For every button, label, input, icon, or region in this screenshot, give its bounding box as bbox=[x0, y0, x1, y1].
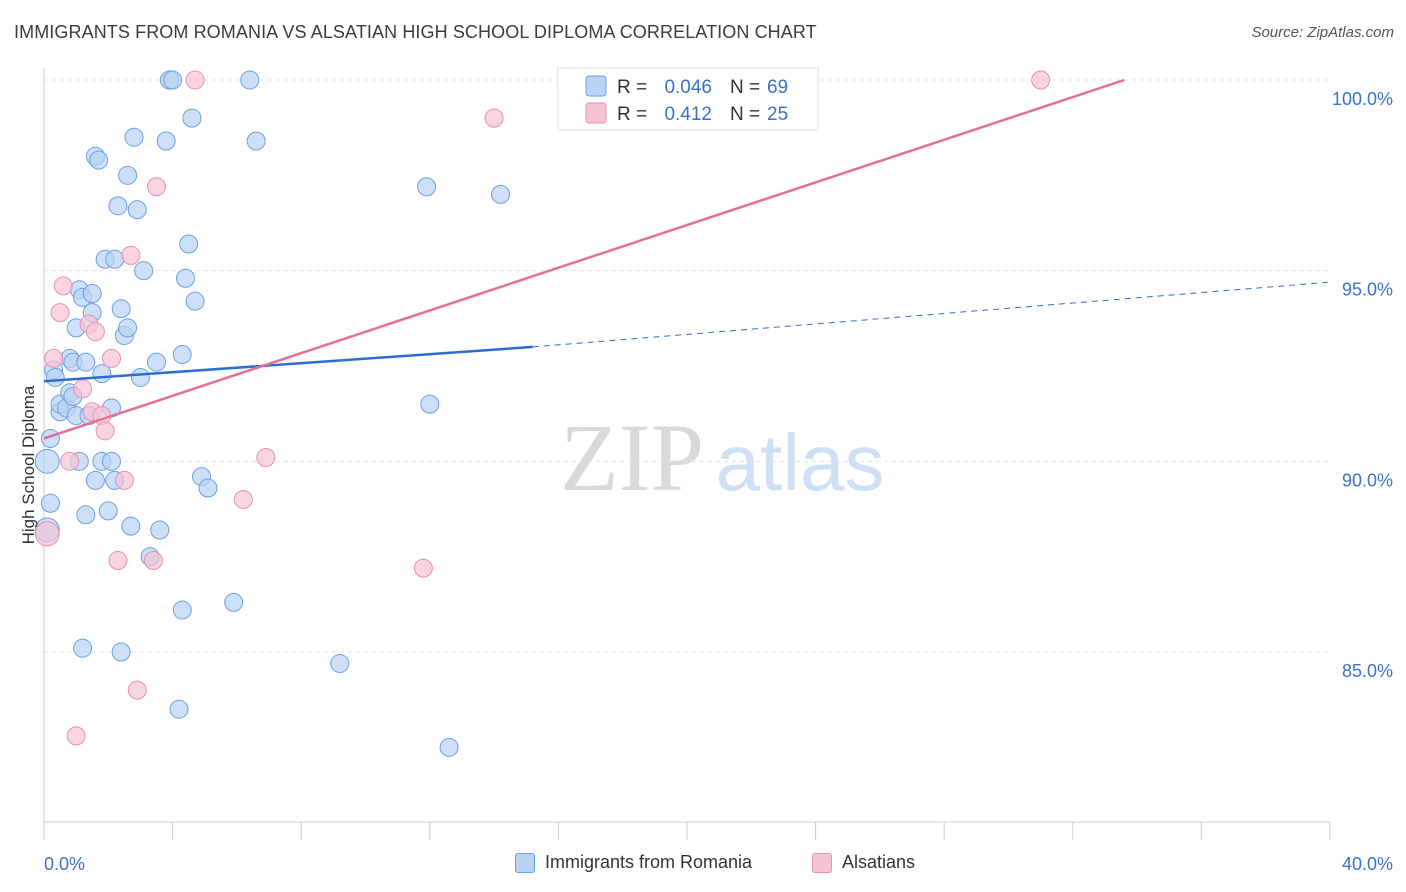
point-alsatian bbox=[53, 276, 73, 296]
point-romania bbox=[172, 345, 192, 365]
y-axis-title-wrap: High School Diploma bbox=[14, 320, 44, 620]
point-romania bbox=[156, 131, 176, 151]
point-romania bbox=[92, 364, 112, 384]
point-alsatian bbox=[95, 421, 115, 441]
legend-r-value: 0.046 bbox=[664, 77, 712, 98]
point-romania bbox=[179, 234, 199, 254]
point-romania bbox=[98, 501, 118, 521]
point-romania bbox=[330, 653, 350, 673]
point-alsatian bbox=[484, 108, 504, 128]
point-romania bbox=[417, 177, 437, 197]
source-label: Source: ZipAtlas.com bbox=[1251, 24, 1394, 41]
point-alsatian bbox=[50, 303, 70, 323]
watermark-zip: ZIP bbox=[560, 404, 704, 511]
point-alsatian bbox=[44, 348, 64, 368]
legend-item-romania[interactable]: Immigrants from Romania bbox=[515, 852, 752, 873]
legend-swatch-pink bbox=[812, 852, 832, 873]
point-romania bbox=[175, 268, 195, 288]
point-romania bbox=[73, 638, 93, 658]
bottom-legend: Immigrants from Romania Alsatians bbox=[0, 852, 1406, 878]
trendline-alsatians bbox=[43, 78, 1125, 440]
point-romania bbox=[198, 478, 218, 498]
point-romania bbox=[105, 249, 125, 269]
point-romania bbox=[89, 150, 109, 170]
point-romania bbox=[172, 600, 192, 620]
legend-swatch-blue bbox=[515, 852, 535, 873]
point-romania bbox=[130, 367, 150, 387]
legend-r-label: R = bbox=[617, 77, 647, 98]
y-tick-label: 90.0% bbox=[1342, 470, 1393, 490]
point-romania bbox=[182, 108, 202, 128]
point-alsatian bbox=[73, 379, 93, 399]
y-axis-title: High School Diploma bbox=[19, 385, 38, 545]
legend-r-value: 0.412 bbox=[664, 104, 712, 125]
watermark-atlas: atlas bbox=[716, 418, 885, 507]
legend-n-value: 25 bbox=[767, 104, 788, 125]
legend-swatch bbox=[585, 75, 607, 97]
point-alsatian bbox=[233, 489, 253, 509]
point-alsatian bbox=[66, 726, 86, 746]
legend-n-label: N = bbox=[730, 104, 760, 125]
point-romania bbox=[147, 352, 167, 372]
point-romania bbox=[163, 70, 183, 90]
point-romania bbox=[34, 448, 60, 474]
point-romania bbox=[134, 261, 154, 281]
point-romania bbox=[111, 299, 131, 319]
point-romania bbox=[224, 592, 244, 612]
y-tick-label: 85.0% bbox=[1342, 661, 1393, 681]
point-romania bbox=[124, 127, 144, 147]
legend-label-romania: Immigrants from Romania bbox=[545, 852, 753, 872]
point-romania bbox=[85, 470, 105, 490]
point-alsatian bbox=[147, 177, 167, 197]
legend-r-label: R = bbox=[617, 104, 647, 125]
y-tick-label: 100.0% bbox=[1332, 89, 1393, 109]
y-tick-label: 95.0% bbox=[1342, 280, 1393, 300]
point-romania bbox=[246, 131, 266, 151]
point-alsatian bbox=[121, 245, 141, 265]
point-romania bbox=[185, 291, 205, 311]
point-romania bbox=[108, 196, 128, 216]
legend-n-label: N = bbox=[730, 77, 760, 98]
point-alsatian bbox=[108, 550, 128, 570]
point-romania bbox=[82, 284, 102, 304]
point-romania bbox=[420, 394, 440, 414]
point-alsatian bbox=[102, 348, 122, 368]
point-alsatian bbox=[143, 550, 163, 570]
trendline-romania bbox=[43, 345, 533, 383]
point-alsatian bbox=[256, 448, 276, 468]
point-romania bbox=[111, 642, 131, 662]
point-alsatian bbox=[85, 322, 105, 342]
point-romania bbox=[118, 318, 138, 338]
point-romania bbox=[240, 70, 260, 90]
point-alsatian bbox=[1031, 70, 1051, 90]
point-romania bbox=[102, 451, 122, 471]
point-alsatian bbox=[34, 521, 60, 547]
trendline-romania-extension bbox=[532, 281, 1331, 348]
point-romania bbox=[150, 520, 170, 540]
point-alsatian bbox=[127, 680, 147, 700]
point-alsatian bbox=[114, 470, 134, 490]
x-tick-label-max: 40.0% bbox=[1342, 854, 1393, 874]
point-romania bbox=[76, 352, 96, 372]
point-romania bbox=[121, 516, 141, 536]
point-romania bbox=[118, 165, 138, 185]
point-romania bbox=[439, 737, 459, 757]
point-romania bbox=[127, 200, 147, 220]
point-romania bbox=[169, 699, 189, 719]
legend-swatch bbox=[585, 102, 607, 124]
point-romania bbox=[491, 184, 511, 204]
legend-n-value: 69 bbox=[767, 77, 788, 98]
point-alsatian bbox=[185, 70, 205, 90]
point-romania bbox=[45, 367, 65, 387]
chart-title: IMMIGRANTS FROM ROMANIA VS ALSATIAN HIGH… bbox=[14, 22, 817, 42]
legend-item-alsatians[interactable]: Alsatians bbox=[812, 852, 915, 873]
x-tick-label-min: 0.0% bbox=[44, 854, 85, 874]
point-romania bbox=[40, 493, 60, 513]
point-alsatian bbox=[413, 558, 433, 578]
point-alsatian bbox=[60, 451, 80, 471]
point-romania bbox=[76, 505, 96, 525]
legend-label-alsatians: Alsatians bbox=[842, 852, 916, 872]
